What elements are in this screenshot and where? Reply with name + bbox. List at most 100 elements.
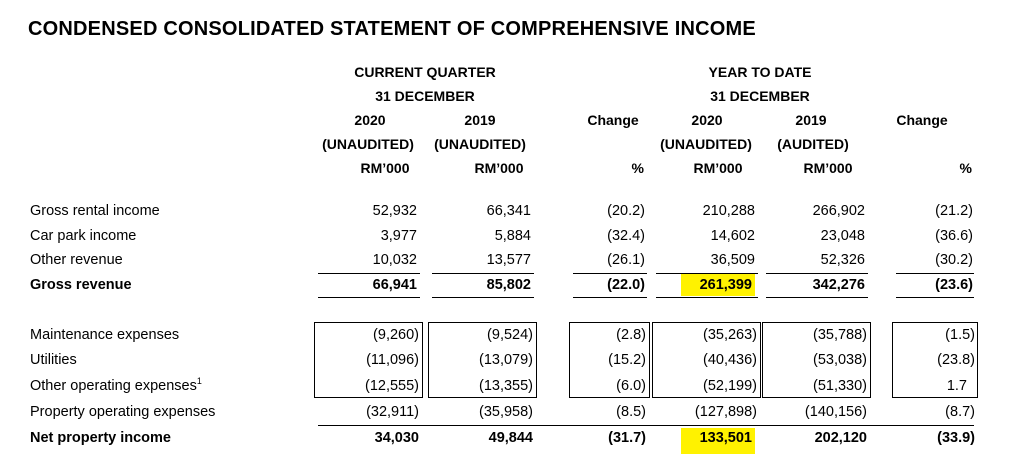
q-percent-header: % xyxy=(631,160,644,176)
row-label: Utilities xyxy=(30,352,77,368)
cell-q2020: 52,932 xyxy=(372,203,417,219)
cell-ychg: (1.5) xyxy=(945,327,975,343)
expense-box-qchg xyxy=(569,322,650,398)
cell-q2020: (9,260) xyxy=(373,327,419,343)
row-label: Car park income xyxy=(30,228,137,244)
cell-q2019: (13,355) xyxy=(478,378,533,394)
cell-ychg: (36.6) xyxy=(935,228,973,244)
quarter-date-header: 31 DECEMBER xyxy=(375,88,475,104)
cell-ychg: (30.2) xyxy=(935,252,973,268)
cell-qchg: (8.5) xyxy=(616,404,646,420)
statement-title: CONDENSED CONSOLIDATED STATEMENT OF COMP… xyxy=(28,18,756,40)
cell-y2019: 23,048 xyxy=(820,228,865,244)
expense-box-ychg xyxy=(892,322,978,398)
rule xyxy=(656,273,758,274)
cell-ychg: (23.8) xyxy=(937,352,975,368)
rule xyxy=(766,297,868,298)
expense-box-ytd2019 xyxy=(762,322,871,398)
row-label: Net property income xyxy=(30,430,171,446)
cell-q2020: 66,941 xyxy=(372,277,417,293)
q2019-year-header: 2019 xyxy=(464,112,496,128)
ytd2019-year-header: 2019 xyxy=(795,112,827,128)
row-label-text: Other operating expenses xyxy=(30,378,197,394)
cell-y2019: (35,788) xyxy=(812,327,867,343)
cell-q2020: 3,977 xyxy=(380,228,417,244)
cell-qchg: (31.7) xyxy=(608,430,646,446)
rule xyxy=(318,425,974,426)
cell-y2019: 342,276 xyxy=(812,277,865,293)
net-property-income-ytd-highlight xyxy=(681,428,755,454)
cell-q2019: (9,524) xyxy=(487,327,533,343)
ytd-group-header: YEAR TO DATE xyxy=(708,64,812,80)
ytd2020-year-header: 2020 xyxy=(691,112,723,128)
cell-q2020: 34,030 xyxy=(374,430,419,446)
q2020-status-header: (UNAUDITED) xyxy=(322,136,414,152)
cell-q2020: (12,555) xyxy=(364,378,419,394)
cell-qchg: (2.8) xyxy=(616,327,646,343)
cell-y2019: (53,038) xyxy=(812,352,867,368)
cell-q2019: 85,802 xyxy=(486,277,531,293)
row-label: Gross revenue xyxy=(30,277,132,293)
cell-y2020: (40,436) xyxy=(702,352,757,368)
cell-y2019: 52,326 xyxy=(820,252,865,268)
ytd-change-header: Change xyxy=(896,112,948,128)
quarter-group-header: CURRENT QUARTER xyxy=(354,64,496,80)
cell-ychg: (21.2) xyxy=(935,203,973,219)
cell-y2020: 36,509 xyxy=(710,252,755,268)
row-label: Property operating expenses xyxy=(30,404,216,420)
cell-qchg: (6.0) xyxy=(616,378,646,394)
ytd2020-status-header: (UNAUDITED) xyxy=(660,136,752,152)
ytd-percent-header: % xyxy=(959,160,972,176)
rule xyxy=(766,273,868,274)
cell-y2020: 210,288 xyxy=(702,203,755,219)
cell-qchg: (20.2) xyxy=(607,203,645,219)
expense-box-ytd2020 xyxy=(652,322,761,398)
cell-q2019: 5,884 xyxy=(494,228,531,244)
cell-qchg: (22.0) xyxy=(607,277,645,293)
cell-y2020: (35,263) xyxy=(702,327,757,343)
cell-y2019: 202,120 xyxy=(814,430,867,446)
cell-q2020: (32,911) xyxy=(366,404,419,420)
rule xyxy=(896,297,974,298)
cell-ychg: (33.9) xyxy=(937,430,975,446)
ytd-date-header: 31 DECEMBER xyxy=(710,88,810,104)
rule xyxy=(573,297,647,298)
cell-ychg: (23.6) xyxy=(935,277,973,293)
rule xyxy=(896,273,974,274)
cell-y2020: 133,501 xyxy=(699,430,752,446)
cell-q2019: 49,844 xyxy=(488,430,533,446)
cell-q2019: (13,079) xyxy=(478,352,533,368)
cell-ychg: (8.7) xyxy=(945,404,975,420)
cell-q2019: 13,577 xyxy=(486,252,531,268)
q2020-unit-header: RM’000 xyxy=(360,160,410,176)
row-label: Maintenance expenses xyxy=(30,327,180,343)
cell-y2019: (51,330) xyxy=(812,378,867,394)
cell-q2019: (35,958) xyxy=(478,404,533,420)
ytd2020-unit-header: RM’000 xyxy=(693,160,743,176)
cell-q2019: 66,341 xyxy=(486,203,531,219)
cell-y2020: 14,602 xyxy=(710,228,755,244)
expense-box-q2020 xyxy=(314,322,423,398)
cell-qchg: (26.1) xyxy=(607,252,645,268)
q2019-unit-header: RM’000 xyxy=(474,160,524,176)
rule xyxy=(432,273,534,274)
rule xyxy=(432,297,534,298)
expense-box-q2019 xyxy=(428,322,537,398)
cell-y2019: 266,902 xyxy=(812,203,865,219)
row-label: Other operating expenses1 xyxy=(30,376,202,394)
cell-q2020: (11,096) xyxy=(366,352,419,368)
cell-y2020: 261,399 xyxy=(699,277,752,293)
q2019-status-header: (UNAUDITED) xyxy=(434,136,526,152)
row-label: Gross rental income xyxy=(30,203,160,219)
rule xyxy=(573,273,647,274)
ytd2019-status-header: (AUDITED) xyxy=(777,136,849,152)
cell-y2019: (140,156) xyxy=(804,404,867,420)
footnote-marker: 1 xyxy=(196,376,202,387)
q-change-header: Change xyxy=(587,112,639,128)
ytd2019-unit-header: RM’000 xyxy=(803,160,853,176)
cell-qchg: (15.2) xyxy=(608,352,646,368)
cell-y2020: (52,199) xyxy=(702,378,757,394)
rule xyxy=(318,297,420,298)
q2020-year-header: 2020 xyxy=(354,112,386,128)
cell-q2020: 10,032 xyxy=(372,252,417,268)
